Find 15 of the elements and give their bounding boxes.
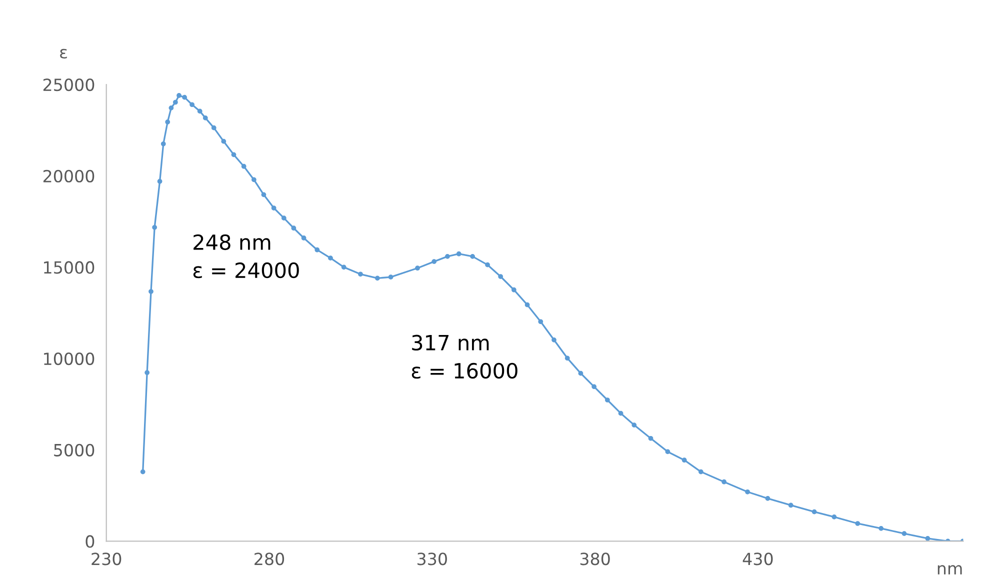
y-tick-label: 10000 xyxy=(44,352,94,366)
annotation: 248 nm ε = 24000 xyxy=(193,234,299,278)
y-tick-label: 0 xyxy=(86,535,94,548)
y-tick-label: 20000 xyxy=(43,170,94,182)
x-tick-label: 430 xyxy=(742,552,773,566)
annotation: 317 nm ε = 16000 xyxy=(412,334,518,379)
x-axis-title: nm xyxy=(938,565,962,574)
y-tick-label: 15000 xyxy=(44,261,94,274)
x-tick-label: 280 xyxy=(254,552,284,566)
x-tick-label: 380 xyxy=(580,552,610,566)
y-tick-label: 5000 xyxy=(54,444,94,456)
y-tick-label: 25000 xyxy=(43,78,94,92)
y-axis-title: ε xyxy=(60,48,67,58)
x-tick-label: 330 xyxy=(418,552,447,566)
x-tick-label: 230 xyxy=(92,552,122,566)
